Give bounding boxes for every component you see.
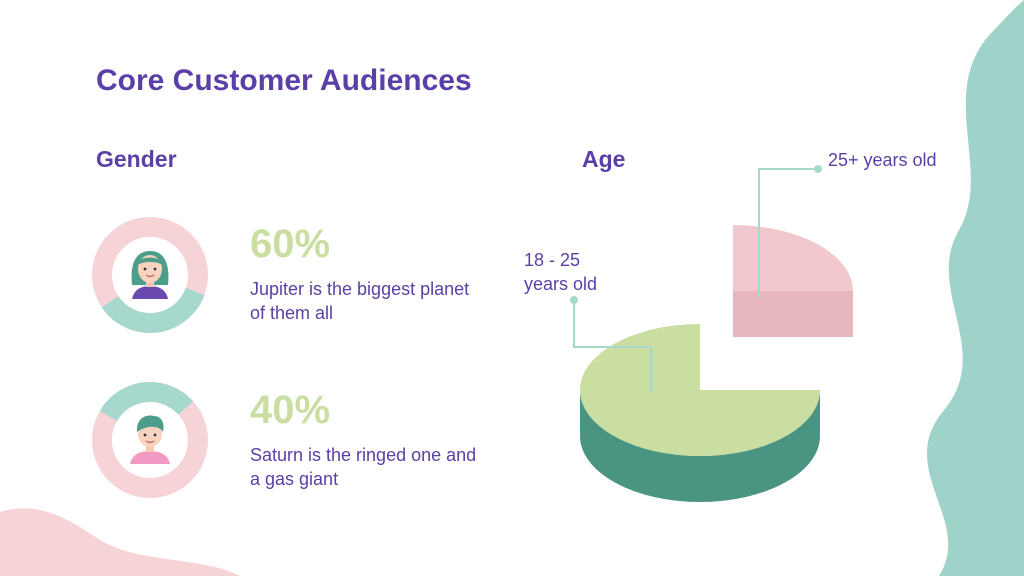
pie-label-18-25: 18 - 25 years old [524, 250, 598, 294]
gender-donut-female [92, 217, 208, 333]
pie-slice-18-25 [580, 324, 820, 502]
donut-segment-male [92, 382, 208, 498]
pie-slice-25-plus-top [732, 225, 853, 292]
gender-heading: Gender [96, 146, 177, 172]
pie-slice-25-plus-side [732, 225, 853, 338]
age-heading: Age [582, 146, 626, 172]
callout-dot-25-plus [814, 165, 822, 173]
callout-dot-18-25 [570, 296, 578, 304]
decorative-blob-bottom-left [0, 508, 240, 576]
decorative-blob-right [927, 0, 1024, 576]
pie-slice-18-25-top [580, 324, 820, 456]
page-title: Core Customer Audiences [96, 64, 472, 97]
callout-line-18-25 [573, 300, 652, 392]
pie-label-25-plus: 25+ years old [828, 150, 937, 170]
female-avatar-icon [131, 251, 169, 299]
pie-slice-18-25-side [580, 390, 820, 502]
male-avatar-icon [130, 415, 170, 464]
gender-description-female: Jupiter is the biggest planet of them al… [250, 279, 470, 323]
gender-percent-female: 60% [250, 222, 331, 266]
gender-description-male: Saturn is the ringed one and a gas giant [250, 445, 477, 489]
pie-slice-25-plus [732, 225, 853, 338]
gender-percent-male: 40% [250, 388, 331, 432]
callout-line-25-plus [758, 168, 818, 298]
gender-donut-male [92, 382, 208, 498]
